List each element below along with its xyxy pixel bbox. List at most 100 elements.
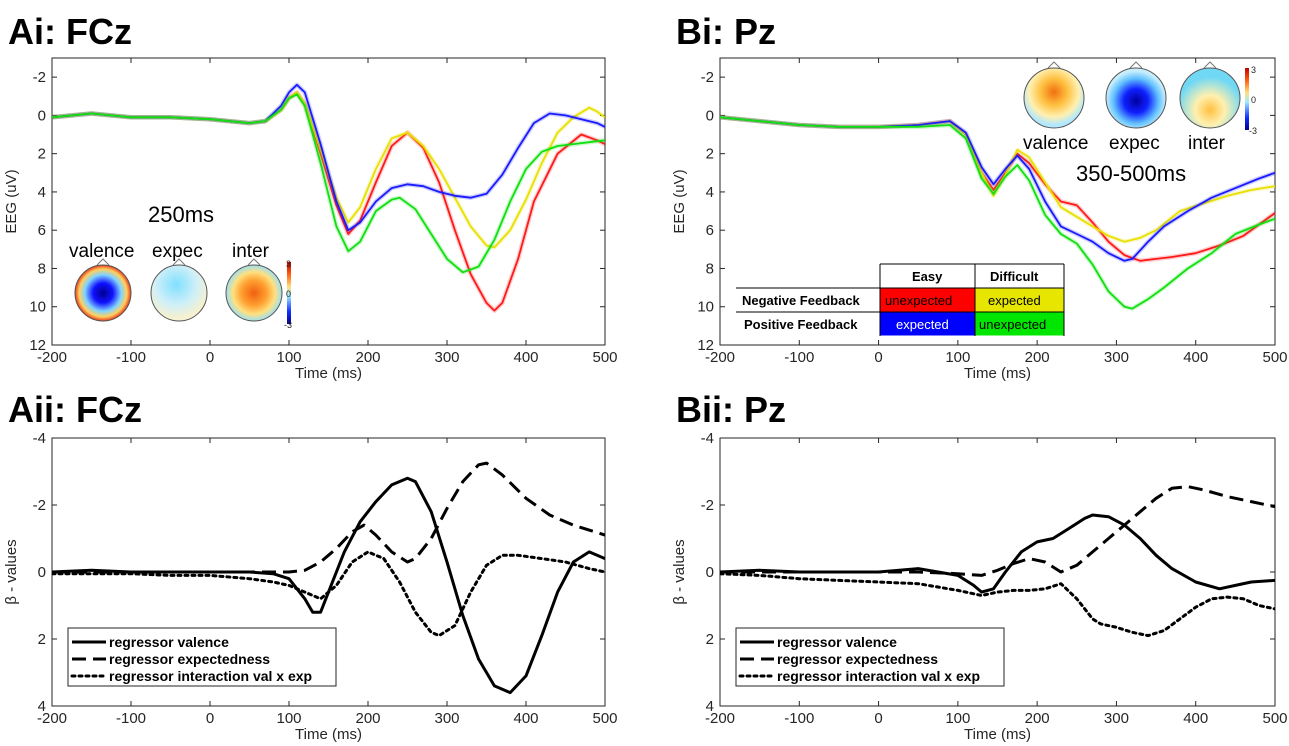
series-line-bi-3 <box>720 116 1275 310</box>
series-line-bii-1 <box>720 485 1275 577</box>
topomap-ai-expec <box>150 258 208 322</box>
topomap-label-ai-expec: expec <box>152 241 203 262</box>
x-tick-label-bii-4: 200 <box>1025 710 1050 727</box>
y-tick-label-bi-6: 10 <box>697 299 714 316</box>
condition-header-easy: Easy <box>912 269 943 284</box>
topomap-inset-ai: 250ms valence expec inter 3 0 -3 <box>69 202 292 330</box>
condition-text-pos-difficult: unexpected <box>979 317 1046 332</box>
x-tick-label-bi-0: -200 <box>705 349 735 366</box>
condition-text-neg-easy: unexpected <box>885 293 952 308</box>
plot-aii: -200 -100 0 100 200 300 400 500 -4 -2 0 2 4 Time (ms)… <box>3 430 618 743</box>
x-tick-label-bi-5: 300 <box>1104 349 1129 366</box>
y-axis-label-ai: EEG (uV) <box>3 169 20 233</box>
panel-title-bi: Bi: Pz <box>676 11 776 52</box>
x-tick-label-bi-6: 400 <box>1183 349 1208 366</box>
topomap-bi-valence <box>1023 61 1085 129</box>
y-tick-label-ai-3: 4 <box>38 184 46 201</box>
panel-title-ai: Ai: FCz <box>8 11 132 52</box>
topomap-label-bi-valence: valence <box>1023 133 1089 154</box>
colorbar-bi-tick-mid: 0 <box>1251 95 1256 105</box>
y-tick-label-ai-4: 6 <box>38 222 46 239</box>
y-tick-label-bi-2: 2 <box>706 146 714 163</box>
y-tick-label-ai-6: 10 <box>29 299 46 316</box>
x-tick-label-bii-5: 300 <box>1104 710 1129 727</box>
x-tick-label-bi-7: 500 <box>1262 349 1287 366</box>
panel-title-bii: Bii: Pz <box>676 389 786 430</box>
y-tick-label-bii-4: 4 <box>706 698 714 715</box>
x-axis-label-aii: Time (ms) <box>295 726 362 743</box>
plot-bi: -200 -100 0 100 200 300 400 500 -2 0 2 4 6 8 10 12 Time … <box>671 57 1288 382</box>
y-axis-label-bii: β - values <box>671 539 688 604</box>
x-tick-label-ai-2: 0 <box>206 349 214 366</box>
colorbar-ai <box>287 262 291 324</box>
topomap-label-ai-valence: valence <box>69 241 135 262</box>
x-tick-label-bii-1: -100 <box>784 710 814 727</box>
legend-label-bii-1: regressor expectedness <box>777 651 938 667</box>
x-tick-label-bii-3: 100 <box>945 710 970 727</box>
colorbar-ai-tick-mid: 0 <box>286 289 291 299</box>
y-tick-label-bi-5: 8 <box>706 260 714 277</box>
y-tick-label-ai-2: 2 <box>38 146 46 163</box>
legend-box-bii <box>735 627 1005 687</box>
x-tick-label-aii-5: 300 <box>434 710 459 727</box>
x-tick-label-bi-4: 200 <box>1025 349 1050 366</box>
x-tick-label-aii-4: 200 <box>355 710 380 727</box>
condition-cell-pos-difficult <box>975 312 1064 336</box>
legend-box-aii <box>67 627 337 687</box>
condition-text-pos-easy: expected <box>896 317 949 332</box>
colorbar-ai-tick-top: 3 <box>286 259 291 269</box>
x-tick-label-ai-3: 100 <box>276 349 301 366</box>
x-tick-label-aii-1: -100 <box>116 710 146 727</box>
legend-label-bii-0: regressor valence <box>777 634 897 650</box>
x-tick-label-bii-7: 500 <box>1262 710 1287 727</box>
y-tick-label-aii-4: 4 <box>38 698 46 715</box>
condition-table: Easy Difficult Negative Feedback Positiv… <box>736 263 1065 336</box>
y-tick-label-bi-0: -2 <box>701 69 714 86</box>
legend-label-bii-2: regressor interaction val x exp <box>777 668 980 684</box>
topomap-bi-inter <box>1179 61 1241 129</box>
topomap-label-bi-inter: inter <box>1188 133 1226 154</box>
condition-row-negative: Negative Feedback <box>742 293 861 308</box>
y-tick-label-bii-2: 0 <box>706 564 714 581</box>
series-line-bii-0 <box>720 513 1275 594</box>
x-tick-label-ai-1: -100 <box>116 349 146 366</box>
x-tick-label-bii-6: 400 <box>1183 710 1208 727</box>
panel-title-aii: Aii: FCz <box>8 389 142 430</box>
legend-label-aii-0: regressor valence <box>109 634 229 650</box>
x-tick-label-bi-3: 100 <box>945 349 970 366</box>
y-tick-label-bii-1: -2 <box>701 497 714 514</box>
x-tick-label-bii-0: -200 <box>705 710 735 727</box>
legend-label-aii-1: regressor expectedness <box>109 651 270 667</box>
topomap-ai-inter <box>225 258 283 322</box>
condition-cell-pos-easy <box>880 312 975 336</box>
y-tick-label-aii-3: 2 <box>38 631 46 648</box>
x-tick-label-aii-3: 100 <box>276 710 301 727</box>
x-axis-label-ai: Time (ms) <box>295 365 362 382</box>
topomap-label-bi-expec: expec <box>1109 133 1160 154</box>
y-axis-label-aii: β - values <box>3 539 20 604</box>
y-tick-label-aii-0: -4 <box>33 430 46 447</box>
condition-cell-neg-difficult <box>975 288 1064 312</box>
colorbar-bi-tick-bottom: -3 <box>1249 126 1257 136</box>
x-tick-label-ai-7: 500 <box>592 349 617 366</box>
y-tick-label-ai-5: 8 <box>38 260 46 277</box>
topomap-label-ai-inter: inter <box>232 241 270 262</box>
series-line-aii-2 <box>52 550 605 638</box>
topomap-window-bi: 350-500ms <box>1076 161 1186 186</box>
x-tick-label-aii-7: 500 <box>592 710 617 727</box>
x-axis-label-bii: Time (ms) <box>964 726 1031 743</box>
topomap-inset-bi: 3 0 -3 valence expec inter 350-500ms <box>1023 61 1257 186</box>
y-axis-label-bi: EEG (uV) <box>671 169 688 233</box>
legend-label-aii-2: regressor interaction val x exp <box>109 668 312 684</box>
y-tick-label-bi-1: 0 <box>706 107 714 124</box>
condition-text-neg-difficult: expected <box>988 293 1041 308</box>
axes-box-ai <box>51 57 606 346</box>
y-tick-label-ai-0: -2 <box>33 69 46 86</box>
axes-box-bi <box>719 57 1276 346</box>
y-tick-label-bii-0: -4 <box>701 430 714 447</box>
colorbar-bi-tick-top: 3 <box>1251 65 1256 75</box>
x-tick-label-bi-2: 0 <box>874 349 882 366</box>
y-tick-label-ai-1: 0 <box>38 107 46 124</box>
topomap-ai-valence <box>74 258 132 322</box>
condition-row-positive: Positive Feedback <box>744 317 858 332</box>
